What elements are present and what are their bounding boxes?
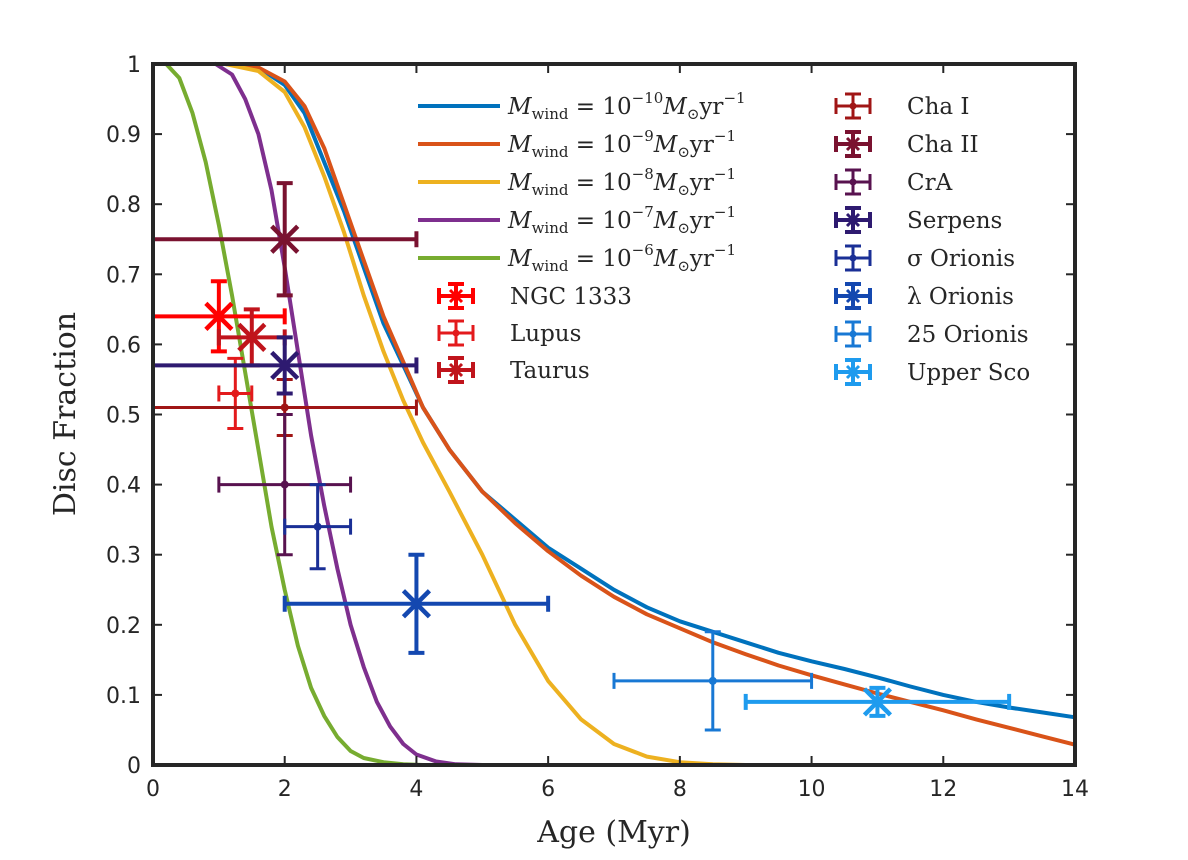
legend-dot-marker	[849, 178, 857, 186]
cluster-25-orionis	[612, 630, 814, 732]
dot-marker	[313, 522, 322, 531]
legend-x-marker	[448, 362, 464, 378]
x-tick-label: 0	[146, 777, 160, 802]
cluster-errorbars	[151, 181, 1012, 732]
y-tick-label: 0.5	[106, 404, 141, 429]
legend-entry-model-4: Mwind = 10−6M⊙yr−1	[418, 241, 736, 275]
x-marker	[270, 224, 300, 254]
model-curves	[164, 62, 1077, 767]
dot-marker	[708, 676, 717, 685]
legend-line-label: Mwind = 10−7M⊙yr−1	[507, 203, 736, 237]
legend-entry-cluster: Cha I	[834, 92, 970, 120]
legend-x-marker	[845, 212, 861, 228]
legend-entry-model-3: Mwind = 10−7M⊙yr−1	[418, 203, 736, 237]
legend-entry-cluster: Serpens	[834, 206, 1002, 234]
y-tick-label: 0.1	[106, 684, 141, 709]
legend-model-lines: Mwind = 10−10M⊙yr−1 Mwind = 10−9M⊙yr−1 Mwi…	[418, 89, 746, 275]
legend-dot-marker	[849, 254, 857, 262]
legend-entry-cluster: 25 Orionis	[834, 320, 1029, 348]
legend-entry-cluster: λ Orionis	[834, 282, 1014, 310]
legend-line-label: Mwind = 10−6M⊙yr−1	[507, 241, 736, 275]
x-axis-ticks: 0 2 4 6 8 10 12 14	[146, 64, 1089, 802]
dot-marker	[231, 389, 240, 398]
cluster--orionis	[282, 552, 551, 655]
legend-dot-marker	[849, 330, 857, 338]
legend-clusters: NGC 1333 Lupus Taurus Cha I Cha II CrA Serpens…	[437, 92, 1030, 386]
dot-marker	[280, 403, 289, 412]
legend-cluster-label: Cha I	[907, 94, 970, 120]
legend-x-marker	[845, 364, 861, 380]
y-axis-ticks: 0 0.1 0.2 0.3 0.4 0.5 0.6 0.7 0.8 0.9 1	[106, 53, 1075, 779]
cluster-cha-ii	[151, 181, 419, 298]
cluster-lupus	[217, 356, 254, 431]
x-tick-label: 2	[278, 777, 292, 802]
model-curve-0	[223, 62, 1077, 720]
x-tick-label: 10	[798, 777, 826, 802]
model-curve-2	[223, 62, 771, 767]
legend-entry-model-0: Mwind = 10−10M⊙yr−1	[418, 89, 746, 123]
legend-entry-cluster: CrA	[834, 168, 953, 196]
x-tick-label: 8	[673, 777, 687, 802]
y-tick-label: 0.7	[106, 263, 141, 288]
y-tick-label: 0.3	[106, 544, 141, 569]
model-curve-3	[213, 62, 501, 767]
x-marker	[237, 322, 267, 352]
legend-x-marker	[845, 136, 861, 152]
legend-cluster-label: NGC 1333	[510, 284, 632, 310]
legend-entry-cluster: Taurus	[437, 356, 590, 384]
legend-cluster-label: Cha II	[907, 132, 979, 158]
legend-entry-cluster: Upper Sco	[834, 358, 1030, 386]
y-tick-label: 0.8	[106, 193, 141, 218]
legend-cluster-label: 25 Orionis	[907, 322, 1029, 348]
legend-dot-marker	[452, 329, 460, 337]
x-tick-label: 12	[929, 777, 957, 802]
legend-cluster-label: Lupus	[510, 321, 581, 347]
x-tick-label: 14	[1061, 777, 1089, 802]
legend-cluster-label: CrA	[907, 170, 953, 196]
legend-cluster-label: λ Orionis	[907, 284, 1014, 310]
x-tick-label: 6	[541, 777, 555, 802]
legend-cluster-label: Serpens	[907, 208, 1002, 234]
legend-cluster-label: σ Orionis	[907, 246, 1015, 272]
y-tick-label: 1	[127, 53, 141, 78]
legend-entry-cluster: Cha II	[834, 130, 979, 158]
x-marker	[862, 687, 893, 717]
model-curve-4	[164, 62, 442, 767]
x-marker	[270, 350, 300, 381]
y-tick-label: 0.6	[106, 333, 141, 358]
legend-entry-cluster: σ Orionis	[834, 244, 1015, 272]
y-tick-label: 0.4	[106, 474, 141, 499]
y-axis-label: Disc Fraction	[48, 312, 83, 516]
legend-entry-model-1: Mwind = 10−9M⊙yr−1	[418, 127, 736, 161]
legend-cluster-label: Taurus	[510, 358, 590, 384]
cluster-upper-sco	[743, 685, 1012, 718]
x-marker	[401, 589, 432, 619]
legend-line-label: Mwind = 10−9M⊙yr−1	[507, 127, 736, 161]
x-marker	[204, 301, 234, 331]
legend-line-label: Mwind = 10−8M⊙yr−1	[507, 165, 736, 199]
y-tick-label: 0.9	[106, 123, 141, 148]
legend-dot-marker	[849, 102, 857, 110]
y-tick-label: 0.2	[106, 614, 141, 639]
legend-x-marker	[448, 288, 464, 304]
dot-marker	[280, 480, 289, 489]
x-tick-label: 4	[409, 777, 423, 802]
legend-entry-model-2: Mwind = 10−8M⊙yr−1	[418, 165, 736, 199]
y-tick-label: 0	[127, 754, 141, 779]
legend-entry-cluster: NGC 1333	[437, 282, 632, 310]
legend-cluster-label: Upper Sco	[907, 360, 1030, 386]
legend-line-label: Mwind = 10−10M⊙yr−1	[507, 89, 746, 123]
cluster--orionis	[283, 483, 353, 571]
cluster-serpens	[151, 335, 419, 396]
legend-entry-cluster: Lupus	[437, 319, 581, 347]
x-axis-label: Age (Myr)	[536, 815, 691, 850]
legend-x-marker	[845, 288, 861, 304]
